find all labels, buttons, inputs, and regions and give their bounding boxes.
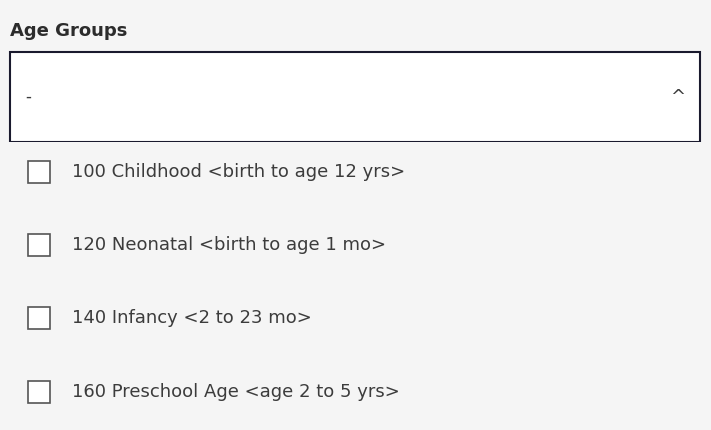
Text: 120 Neonatal <birth to age 1 mo>: 120 Neonatal <birth to age 1 mo> xyxy=(72,236,386,254)
Bar xyxy=(10,52,700,142)
Bar xyxy=(0,215,710,275)
Text: 140 Infancy <2 to 23 mo>: 140 Infancy <2 to 23 mo> xyxy=(72,309,311,327)
Bar xyxy=(28,381,50,403)
Bar xyxy=(0,142,710,202)
Bar xyxy=(0,362,710,422)
Text: 160 Preschool Age <age 2 to 5 yrs>: 160 Preschool Age <age 2 to 5 yrs> xyxy=(72,383,400,401)
Text: Age Groups: Age Groups xyxy=(10,22,127,40)
Text: 100 Childhood <birth to age 12 yrs>: 100 Childhood <birth to age 12 yrs> xyxy=(72,163,405,181)
Bar xyxy=(28,234,50,256)
Bar xyxy=(28,307,50,329)
Text: ^: ^ xyxy=(670,88,685,106)
Bar xyxy=(28,161,50,183)
Text: -: - xyxy=(25,88,31,106)
Bar xyxy=(0,288,710,348)
